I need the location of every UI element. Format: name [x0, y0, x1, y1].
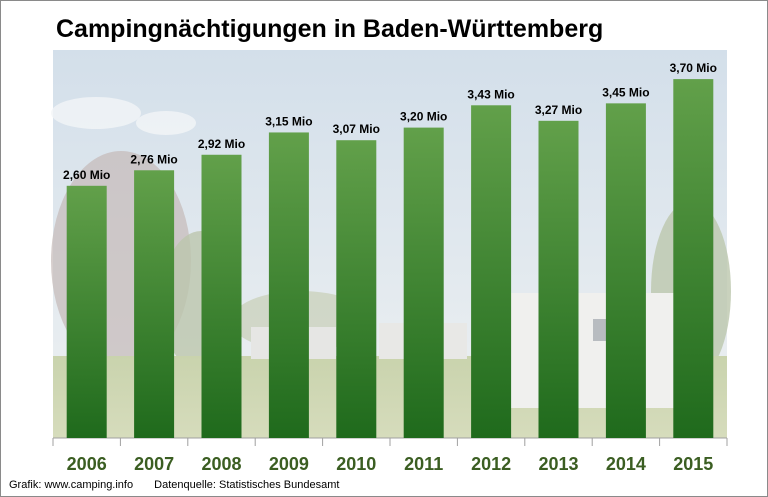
x-axis-ticks [52, 437, 728, 446]
x-tick-label: 2006 [67, 454, 107, 474]
data-label: 3,27 Mio [535, 103, 582, 117]
x-tick-label: 2012 [471, 454, 511, 474]
x-tick-label: 2011 [404, 454, 443, 474]
bar-2014 [605, 103, 646, 438]
x-tick-label: 2015 [673, 454, 713, 474]
bar-2010 [336, 140, 377, 438]
data-label: 2,60 Mio [63, 168, 110, 182]
bar-2009 [268, 132, 309, 438]
data-label: 3,45 Mio [602, 85, 649, 99]
data-label: 3,15 Mio [265, 114, 312, 128]
x-tick-label: 2007 [134, 454, 174, 474]
bar-2011 [403, 127, 444, 438]
x-tick-label: 2008 [201, 454, 241, 474]
bars [66, 79, 714, 438]
data-label: 3,20 Mio [400, 110, 447, 124]
source-text: Datenquelle: Statistisches Bundesamt [154, 479, 340, 491]
x-tick-labels: 2006 2007 2008 2009 2010 2011 2012 2013 2014 2015 [67, 454, 714, 474]
data-label: 2,92 Mio [198, 137, 245, 151]
data-label: 3,43 Mio [467, 87, 514, 101]
bar-2015 [673, 79, 714, 438]
data-label: 2,76 Mio [130, 152, 177, 166]
chart-title: Campingnächtigungen in Baden-Württemberg [56, 15, 604, 43]
footer: Grafik: www.camping.info Datenquelle: St… [9, 479, 357, 491]
bar-2008 [201, 154, 242, 438]
bar-2013 [538, 120, 579, 438]
data-label: 3,70 Mio [670, 61, 717, 75]
bar-2006 [66, 185, 107, 438]
x-tick-label: 2014 [606, 454, 646, 474]
bar-2012 [471, 105, 512, 438]
x-tick-label: 2009 [269, 454, 309, 474]
credit-text: Grafik: www.camping.info [9, 479, 134, 491]
x-tick-label: 2013 [538, 454, 578, 474]
data-labels: 2,60 Mio 2,76 Mio 2,92 Mio 3,15 Mio 3,07 Mio… [63, 61, 717, 182]
bar-2007 [134, 170, 175, 438]
data-label: 3,07 Mio [333, 122, 380, 136]
x-tick-label: 2010 [336, 454, 376, 474]
